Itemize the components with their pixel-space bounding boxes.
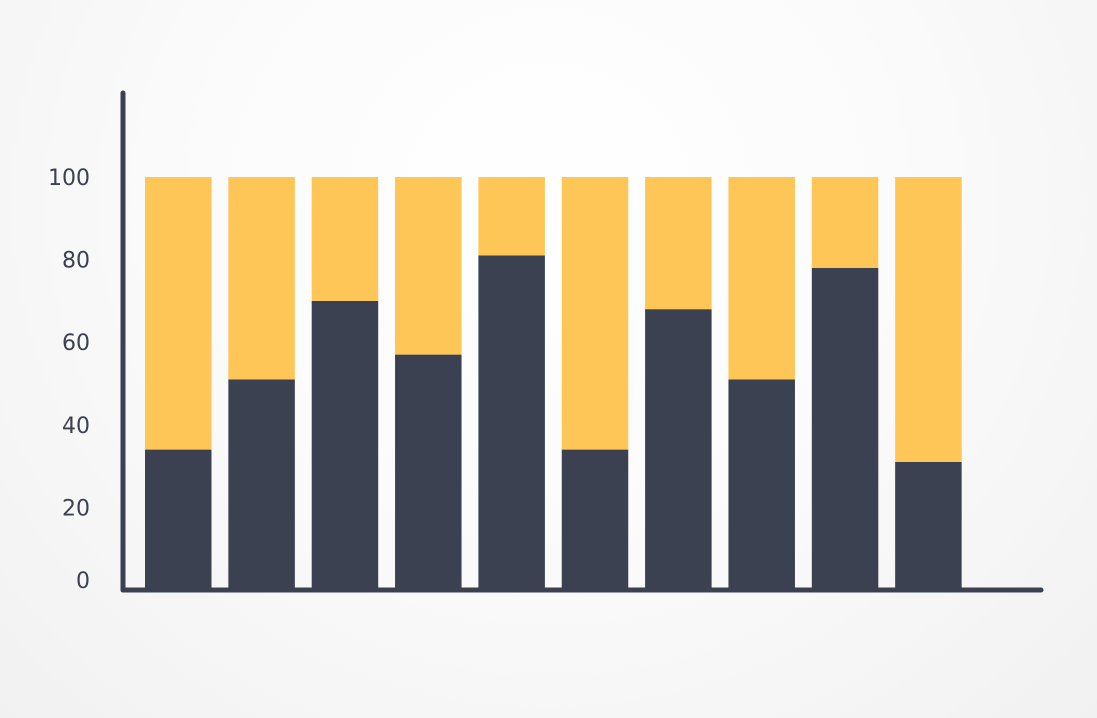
bar-4-segment-1 — [395, 354, 462, 590]
bar-8-segment-1 — [728, 379, 795, 590]
bar-3-segment-2 — [311, 177, 379, 301]
y-tick-labels: 0 20 40 60 80 100 — [48, 166, 90, 594]
y-tick-label: 80 — [62, 249, 90, 274]
bar-10-segment-2 — [895, 177, 962, 462]
axes-layer — [120, 90, 1044, 593]
bar-9-segment-1 — [811, 267, 879, 590]
y-tick-label: 0 — [76, 569, 90, 594]
bars-layer — [145, 177, 962, 590]
bar-8-segment-2 — [728, 177, 795, 380]
bar-1-segment-1 — [145, 449, 212, 590]
bar-5-segment-1 — [478, 255, 545, 590]
bar-7-segment-2 — [645, 177, 712, 310]
bar-6-segment-2 — [561, 177, 629, 450]
bar-10-segment-1 — [895, 461, 962, 590]
y-tick-label: 100 — [48, 166, 90, 191]
y-tick-label: 60 — [62, 331, 90, 356]
bar-5-segment-2 — [478, 177, 545, 256]
bar-6-segment-1 — [561, 449, 629, 590]
y-tick-label: 40 — [62, 414, 90, 439]
bar-2-segment-2 — [228, 177, 295, 380]
bar-3-segment-1 — [311, 300, 379, 590]
bar-1-segment-2 — [145, 177, 212, 450]
bar-9-segment-2 — [811, 177, 879, 268]
bar-2-segment-1 — [228, 379, 295, 590]
bar-4-segment-2 — [395, 177, 462, 355]
y-tick-label: 20 — [62, 496, 90, 521]
bar-7-segment-1 — [645, 309, 712, 590]
